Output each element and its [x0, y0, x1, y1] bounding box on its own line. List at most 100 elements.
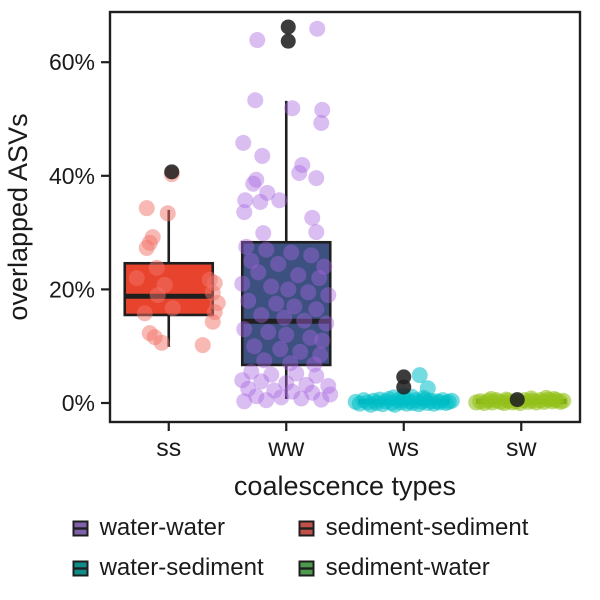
jitter-point-ww: [314, 101, 331, 118]
jitter-point-ww: [236, 204, 253, 221]
jitter-point-ww: [308, 170, 325, 187]
box-ww: [240, 240, 332, 367]
jitter-point-ww: [258, 241, 275, 258]
jitter-point-ww: [320, 377, 337, 394]
x-tick-label: ss: [156, 434, 181, 462]
jitter-point-ww: [312, 346, 329, 363]
jitter-point-ww: [243, 363, 260, 380]
jitter-point-ww: [253, 373, 270, 390]
y-tick-label: 40%: [49, 163, 95, 189]
jitter-point-ww: [243, 253, 260, 269]
x-axis-title: coalescence types: [234, 471, 456, 501]
jitter-point-ws: [419, 380, 436, 397]
jitter-point-ww: [311, 270, 328, 287]
legend-item-sediment-sediment: sediment-sediment: [298, 514, 529, 541]
jitter-point-ww: [309, 20, 326, 37]
jitter-point-ww: [308, 301, 325, 318]
jitter-point-ww: [284, 383, 301, 400]
outlier-point-ss: [164, 164, 180, 180]
jitter-point-ww: [286, 298, 303, 315]
y-tick-label: 60%: [49, 49, 95, 75]
jitter-point-ww: [304, 209, 321, 226]
jitter-point-ww: [245, 175, 262, 192]
legend-label: water-water: [99, 514, 225, 541]
plot-panel: [108, 10, 582, 424]
jitter-point-ws: [411, 367, 428, 384]
jitter-point-ss: [204, 313, 221, 330]
jitter-point-ww: [308, 224, 325, 241]
jitter-point-ww: [270, 255, 287, 272]
jitter-point-ww: [253, 306, 270, 323]
jitter-point-sw: [498, 391, 515, 408]
jitter-point-ww: [314, 332, 331, 349]
legend-key-boxplot-icon: [298, 560, 315, 576]
jitter-point-ww: [302, 329, 319, 346]
jitter-point-ww: [290, 267, 307, 284]
jitter-point-ww: [246, 338, 263, 355]
jitter-point-ww: [234, 372, 251, 389]
jitter-point-ww: [249, 32, 266, 49]
jitter-point-ww: [273, 389, 290, 406]
jitter-point-ww: [268, 295, 285, 312]
jitter-point-ww: [237, 192, 254, 209]
jitter-point-ss: [159, 205, 176, 222]
jitter-point-ww: [304, 384, 321, 401]
jitter-point-ww: [250, 264, 267, 281]
jitter-point-ww: [240, 292, 257, 309]
legend-item-sediment-water: sediment-water: [298, 556, 529, 580]
y-axis-title: overlapped ASVs: [3, 113, 33, 320]
jitter-point-ww: [282, 355, 299, 372]
jitter-point-ww: [248, 388, 265, 405]
y-tick-label: 0%: [62, 390, 95, 416]
jitter-point-ww: [316, 258, 333, 275]
outlier-point-ww: [280, 19, 296, 35]
jitter-point-ww: [263, 278, 280, 295]
jitter-point-ww: [303, 247, 320, 264]
jitter-point-ww: [278, 375, 295, 392]
jitter-point-ww: [247, 92, 264, 109]
jitter-point-ss: [138, 239, 155, 256]
legend-item-water-sediment: water-sediment: [72, 556, 264, 580]
y-tick-label: 20%: [49, 276, 95, 302]
jitter-point-ww: [260, 324, 277, 340]
jitter-point-ww: [255, 225, 272, 242]
jitter-point-ss: [153, 334, 170, 351]
jitter-point-sw: [523, 390, 540, 407]
jitter-point-ww: [300, 284, 317, 301]
jitter-point-ww: [320, 287, 337, 304]
jitter-point-ww: [283, 244, 300, 261]
jitter-point-ww: [236, 321, 253, 338]
jitter-point-ww: [284, 100, 301, 117]
x-tick-label: ws: [387, 434, 419, 462]
jitter-point-ww: [272, 341, 289, 358]
jitter-point-ss: [149, 287, 166, 304]
jitter-point-ww: [235, 134, 252, 151]
jitter-point-ww: [278, 326, 295, 343]
jitter-point-ww: [276, 309, 293, 326]
legend: water-water sediment-sediment water-sedime…: [0, 516, 600, 580]
x-tick-label: sw: [506, 434, 538, 462]
jitter-point-ss: [138, 200, 155, 217]
jitter-point-ww: [313, 391, 330, 408]
jitter-point-ss: [164, 300, 181, 317]
outlier-point-sw: [509, 392, 525, 408]
jitter-point-ww: [240, 380, 257, 397]
jitter-point-ww: [234, 275, 251, 292]
jitter-point-ww: [291, 164, 308, 181]
jitter-point-ww: [252, 193, 269, 210]
jitter-point-ss: [194, 337, 211, 354]
jitter-point-ww: [259, 184, 276, 201]
jitter-point-ss: [148, 259, 165, 276]
legend-label: water-sediment: [99, 554, 264, 581]
boxplot-figure: 0% 20% 40% 60% ss ww ws sw coalescence types ov…: [3, 10, 582, 501]
outlier-point-ww: [280, 33, 296, 49]
legend-key-boxplot-icon: [72, 520, 89, 536]
jitter-point-ww: [313, 114, 330, 131]
jitter-point-ww: [248, 171, 265, 188]
jitter-point-sw: [546, 391, 563, 408]
legend-item-water-water: water-water: [72, 516, 264, 540]
jitter-point-ww: [263, 366, 280, 383]
jitter-point-ww: [298, 376, 315, 393]
outlier-point-ws: [396, 379, 412, 395]
legend-label: sediment-sediment: [325, 514, 529, 541]
